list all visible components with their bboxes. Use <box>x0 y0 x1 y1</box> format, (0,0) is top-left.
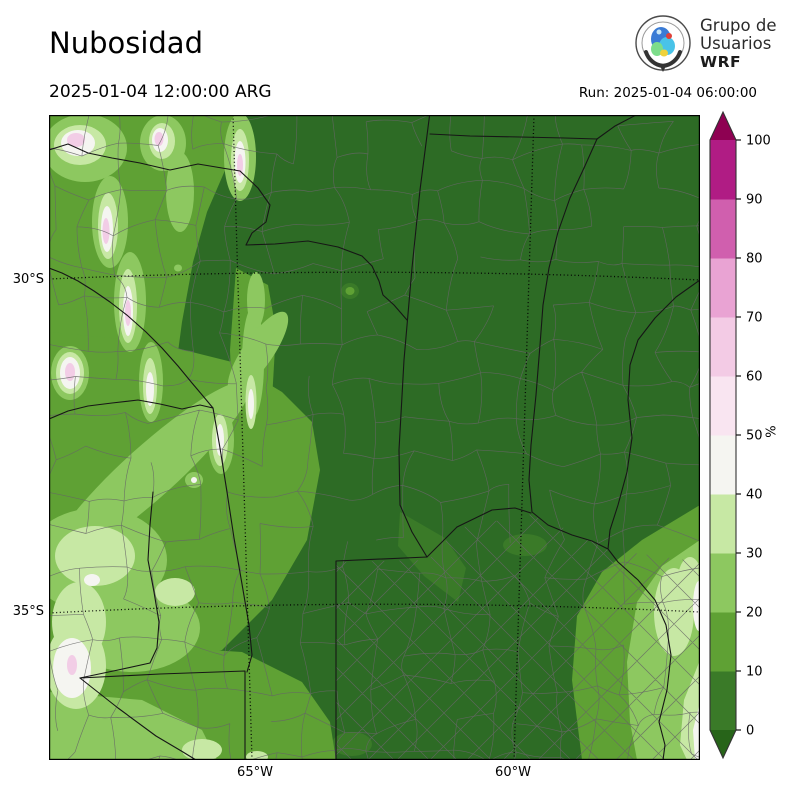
colorbar-bins <box>709 110 737 760</box>
run-time-label: Run: 2025-01-04 06:00:00 <box>578 85 757 101</box>
logo-line-2: Usuarios <box>700 34 772 53</box>
svg-text:0: 0 <box>746 724 754 739</box>
svg-text:30: 30 <box>746 547 763 562</box>
svg-text:60: 60 <box>746 370 763 385</box>
page-title: Nubosidad <box>49 26 203 60</box>
svg-text:80: 80 <box>746 252 763 267</box>
svg-text:70: 70 <box>746 311 763 326</box>
svg-text:100: 100 <box>746 134 771 149</box>
x-tick-60W: 60°W <box>495 765 531 780</box>
logo-line-1: Grupo de <box>700 16 777 35</box>
map-frame <box>49 115 700 760</box>
y-tick-30S: 30°S <box>12 272 44 287</box>
svg-text:90: 90 <box>746 193 763 208</box>
wrf-logo-icon <box>635 15 691 72</box>
colorbar-unit-label: % <box>764 425 780 438</box>
cloud-shading <box>49 115 700 760</box>
map-canvas <box>49 115 700 760</box>
colorbar-ticks: 0 10 20 30 40 50 60 70 80 90 100 <box>736 134 771 739</box>
svg-text:20: 20 <box>746 606 763 621</box>
logo-line-3: WRF <box>700 53 742 71</box>
svg-text:40: 40 <box>746 488 763 503</box>
department-borders <box>49 115 700 760</box>
colorbar: 0 10 20 30 40 50 60 70 80 90 100 <box>709 110 771 760</box>
x-tick-65W: 65°W <box>237 765 273 780</box>
province-borders <box>49 115 700 760</box>
wrf-users-group-logo: Grupo de Usuarios WRF <box>630 6 780 82</box>
svg-text:50: 50 <box>746 429 763 444</box>
svg-text:10: 10 <box>746 665 763 680</box>
y-tick-35S: 35°S <box>12 604 44 619</box>
logo-text: Grupo de Usuarios WRF <box>700 16 777 72</box>
valid-time-label: 2025-01-04 12:00:00 ARG <box>49 82 272 102</box>
